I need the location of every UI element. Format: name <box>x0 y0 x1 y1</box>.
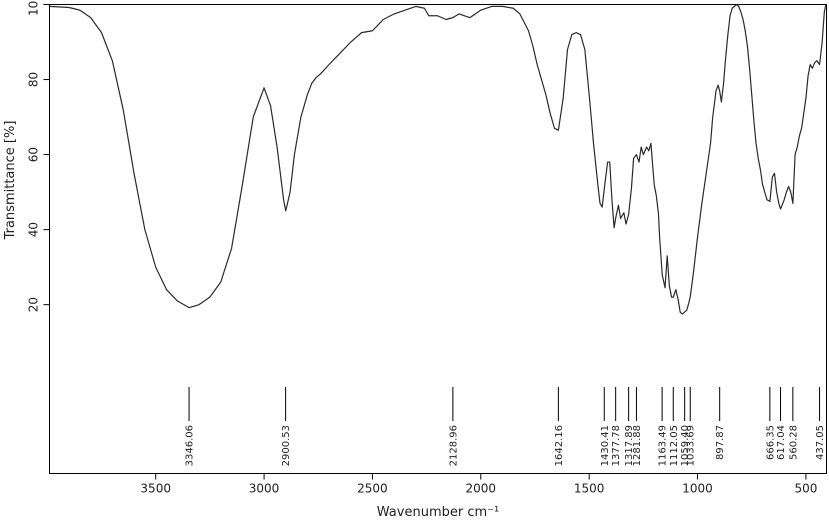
peak-label: 1033.69 <box>686 425 697 466</box>
peak-label: 1430.41 <box>600 425 611 466</box>
peak-label: 1642.16 <box>554 425 565 466</box>
peak-label: 560.28 <box>788 425 799 460</box>
x-tick-label: 3500 <box>140 482 171 496</box>
y-tick-label: 60 <box>27 147 41 162</box>
x-tick-label: 1500 <box>574 482 605 496</box>
x-tick-label: 2500 <box>357 482 388 496</box>
y-tick-label: 40 <box>27 222 41 237</box>
y-tick-label: 20 <box>27 297 41 312</box>
peak-label: 437.05 <box>815 425 826 460</box>
peak-label: 897.87 <box>715 425 726 460</box>
x-tick-label: 1000 <box>682 482 713 496</box>
peak-label: 666.35 <box>765 425 776 460</box>
y-axis: 20 40 60 80 100 <box>27 0 50 312</box>
peak-label: 1281.88 <box>632 425 643 466</box>
peak-label: 2900.53 <box>281 425 292 466</box>
peak-label: 617.04 <box>776 425 787 460</box>
x-tick-label: 3000 <box>249 482 280 496</box>
peak-label: 1377.78 <box>611 425 622 466</box>
peak-label: 1112.05 <box>669 425 680 466</box>
spectrum-line <box>49 4 827 315</box>
peak-label: 2128.96 <box>448 425 459 466</box>
y-axis-title: Transmittance [%] <box>3 121 18 241</box>
y-tick-label: 80 <box>27 72 41 87</box>
peak-label: 3346.06 <box>185 425 196 466</box>
peak-markers: 3346.06 2900.53 2128.96 1642.16 1430.41 1377.… <box>185 387 826 466</box>
x-tick-label: 500 <box>794 482 817 496</box>
peak-label: 1163.49 <box>658 425 669 466</box>
peak-label: 1059.40 <box>680 425 691 466</box>
peak-label: 1317.89 <box>624 425 635 466</box>
x-axis: 3500 3000 2500 2000 1500 1000 500 <box>140 473 817 496</box>
x-tick-label: 2000 <box>466 482 497 496</box>
plot-frame <box>49 4 827 474</box>
x-axis-title: Wavenumber cm⁻¹ <box>377 505 499 520</box>
y-tick-label: 100 <box>27 0 41 16</box>
